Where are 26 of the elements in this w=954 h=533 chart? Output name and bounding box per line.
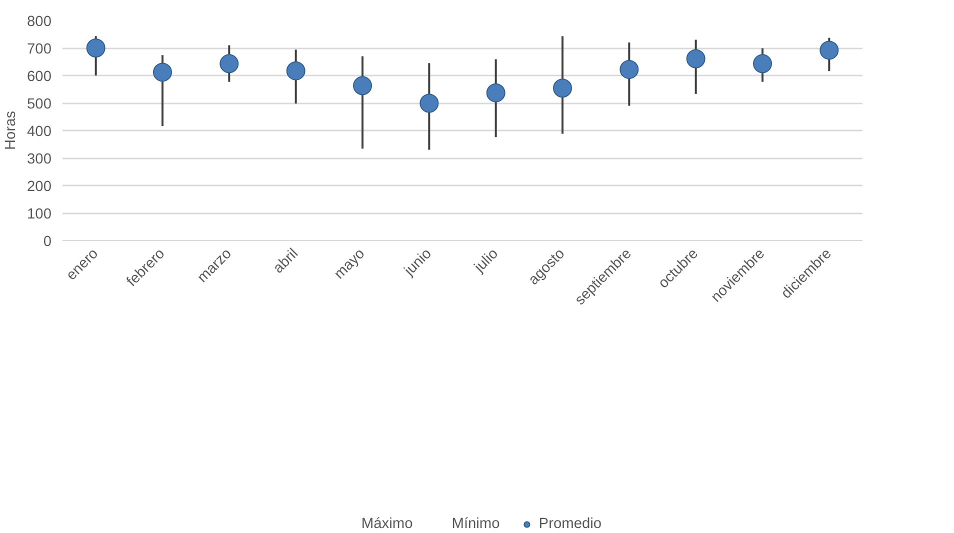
point <box>820 40 839 60</box>
y-tick-label: 200 <box>27 179 52 195</box>
point <box>86 38 106 58</box>
point <box>286 61 306 80</box>
y-tick-label: 500 <box>27 96 52 112</box>
x-tick-label: julio <box>471 246 502 276</box>
point <box>153 62 172 82</box>
y-axis-title: Horas <box>3 110 20 150</box>
point <box>486 83 506 102</box>
point <box>353 76 372 96</box>
point <box>220 54 239 74</box>
point <box>553 78 572 98</box>
y-tick-label: 0 <box>43 234 52 250</box>
y-tick-label: 300 <box>27 152 52 168</box>
y-tick-label: 600 <box>27 69 52 85</box>
text: Mínimo <box>452 516 500 532</box>
point <box>686 49 706 68</box>
point <box>620 60 639 79</box>
y-tick-label: 800 <box>27 14 52 30</box>
y-tick-label: 400 <box>27 124 52 140</box>
text: Máximo <box>361 516 413 532</box>
y-tick-label: 100 <box>27 206 52 222</box>
point <box>753 54 772 74</box>
y-tick-label: 700 <box>27 42 52 58</box>
point <box>420 94 439 113</box>
legend-label: Promedio <box>538 516 602 532</box>
